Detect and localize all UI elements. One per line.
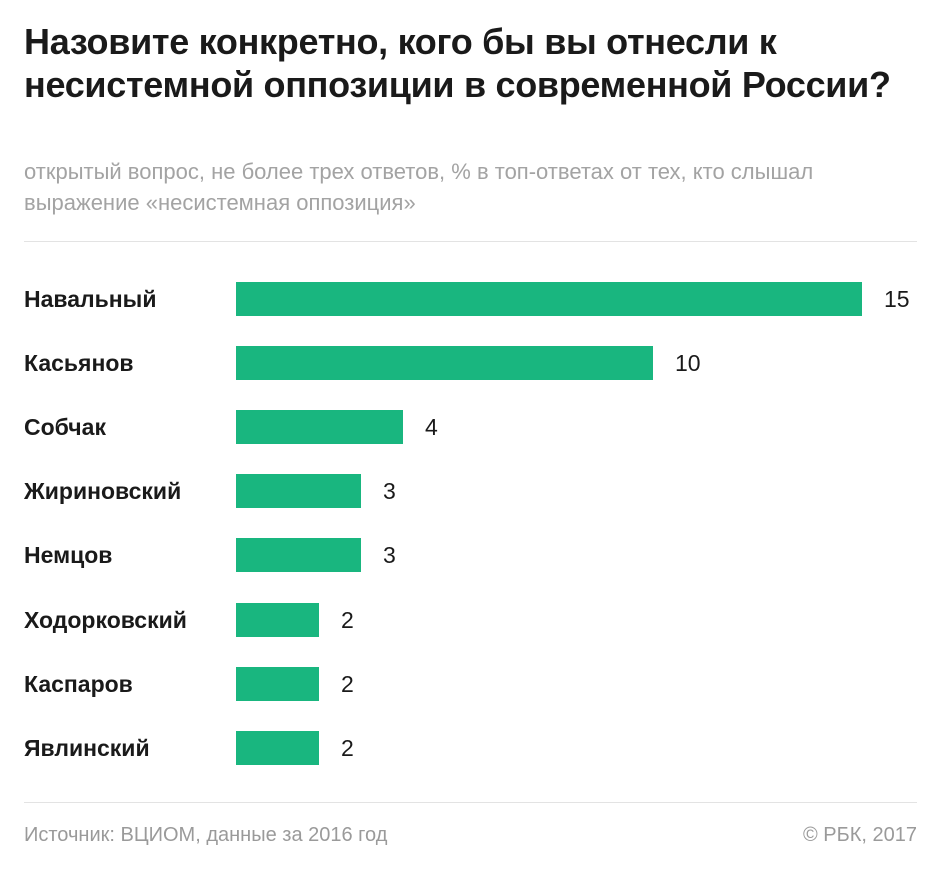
bar — [236, 538, 361, 572]
bar — [236, 474, 361, 508]
top-divider — [24, 241, 917, 242]
copyright-note: © РБК, 2017 — [802, 824, 917, 846]
bar — [236, 410, 403, 444]
bar-value-label: 15 — [884, 286, 910, 312]
bar-value-label: 2 — [341, 671, 354, 697]
bar — [236, 603, 319, 637]
bar — [236, 731, 319, 765]
bottom-divider — [24, 802, 917, 803]
bar-value-label: 10 — [675, 350, 701, 376]
bar-value-label: 3 — [383, 478, 396, 504]
bar — [236, 282, 862, 316]
category-label: Ходорковский — [24, 607, 187, 633]
category-label: Каспаров — [24, 671, 133, 697]
category-label: Навальный — [24, 286, 157, 312]
category-label: Касьянов — [24, 350, 134, 376]
category-label: Собчак — [24, 414, 106, 440]
bar — [236, 346, 653, 380]
source-note: Источник: ВЦИОМ, данные за 2016 год — [24, 824, 388, 846]
category-label: Немцов — [24, 542, 113, 568]
chart-subtitle: открытый вопрос, не более трех ответов, … — [24, 159, 814, 215]
bar-value-label: 2 — [341, 735, 354, 761]
bar-value-label: 4 — [425, 414, 438, 440]
chart-title: Назовите конкретно, кого бы вы отнесли к… — [24, 21, 891, 105]
bar — [236, 667, 319, 701]
category-label: Явлинский — [24, 735, 150, 761]
bar-value-label: 2 — [341, 607, 354, 633]
bar-value-label: 3 — [383, 542, 396, 568]
category-label: Жириновский — [24, 478, 182, 504]
